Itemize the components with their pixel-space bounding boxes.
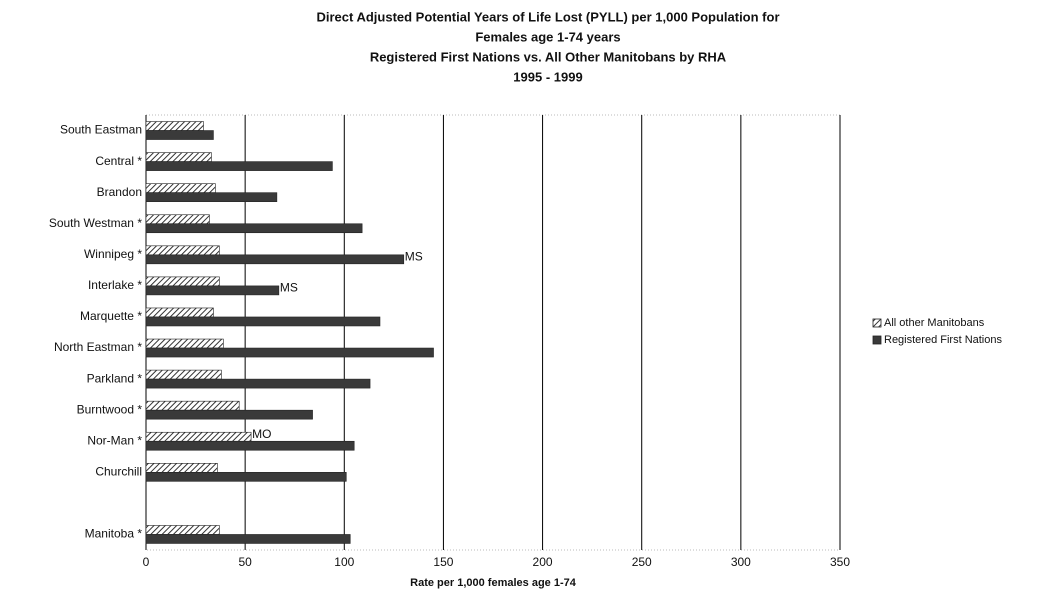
bar — [145, 254, 405, 265]
bar — [145, 152, 212, 162]
bar — [145, 525, 220, 535]
legend-label: All other Manitobans — [884, 317, 985, 329]
y-tick-label: Interlake * — [88, 278, 142, 292]
y-tick-label: Burntwood * — [77, 402, 143, 416]
annotation: MS — [280, 281, 298, 295]
bar — [145, 409, 313, 420]
bar — [145, 161, 333, 171]
chart-title: 1995 - 1999 — [513, 69, 582, 84]
chart-title: Direct Adjusted Potential Years of Life … — [316, 9, 779, 24]
bar — [145, 347, 434, 358]
x-tick-label: 100 — [334, 555, 354, 569]
legend-swatch — [872, 335, 882, 345]
chart-title: Females age 1-74 years — [475, 29, 620, 44]
y-tick-label: Winnipeg * — [84, 247, 142, 261]
bar — [145, 440, 355, 451]
bar — [145, 316, 381, 327]
y-tick-label: Nor-Man * — [87, 433, 142, 447]
bar — [145, 534, 351, 544]
bar — [145, 431, 252, 442]
bar — [145, 214, 210, 225]
y-tick-label: Central * — [95, 154, 142, 168]
annotation: MS — [405, 249, 423, 263]
x-tick-label: 250 — [632, 555, 652, 569]
bar — [145, 338, 224, 349]
x-tick-label: 0 — [143, 555, 150, 569]
bar — [145, 285, 280, 296]
bar — [145, 463, 218, 473]
x-tick-label: 150 — [433, 555, 453, 569]
bar — [145, 472, 347, 482]
bar — [145, 183, 216, 193]
x-tick-label: 350 — [830, 555, 850, 569]
y-tick-label: Churchill — [95, 464, 142, 478]
legend-label: Registered First Nations — [884, 334, 1002, 346]
y-tick-label: South Westman * — [49, 216, 142, 230]
x-tick-label: 50 — [238, 555, 252, 569]
bar — [145, 400, 240, 411]
chart-title: Registered First Nations vs. All Other M… — [370, 49, 727, 64]
bar — [145, 223, 363, 234]
y-tick-label: South Eastman — [60, 123, 142, 137]
plot-frame — [145, 114, 841, 551]
bar — [145, 378, 371, 389]
bar — [145, 307, 214, 318]
bar — [145, 245, 220, 256]
y-tick-label: Marquette * — [80, 309, 142, 323]
y-tick-label: Parkland * — [87, 371, 143, 385]
annotation: MO — [252, 427, 271, 441]
x-tick-label: 300 — [731, 555, 751, 569]
y-tick-label: Manitoba * — [85, 527, 143, 541]
x-tick-label: 200 — [533, 555, 553, 569]
x-axis-title: Rate per 1,000 females age 1-74 — [410, 577, 577, 589]
bar — [145, 121, 204, 131]
bar — [145, 130, 214, 140]
bar — [145, 369, 222, 380]
bar — [145, 276, 220, 287]
legend-swatch — [872, 318, 882, 328]
y-tick-label: North Eastman * — [54, 340, 142, 354]
y-tick-label: Brandon — [97, 185, 142, 199]
bar — [145, 192, 278, 202]
